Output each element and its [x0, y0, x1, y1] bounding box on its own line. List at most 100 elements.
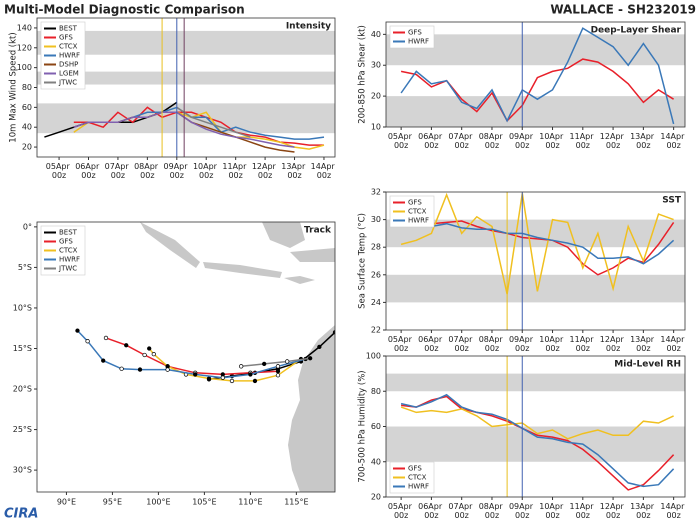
y-tick-label: 15°S: [13, 344, 32, 353]
x-tick-label: 10Apr 00z: [193, 162, 220, 180]
track-point: [85, 339, 90, 344]
x-tick-label: 07Apr 00z: [448, 132, 475, 150]
x-tick-label: 10Apr 00z: [539, 132, 566, 150]
logo: CIRA: [4, 507, 38, 522]
track-point: [137, 367, 143, 372]
y-axis-label: 700-500 hPa Humidity (%): [358, 370, 368, 482]
x-tick-label: 12Apr 00z: [600, 132, 627, 150]
band: [386, 34, 685, 66]
x-tick-label: 06Apr 00z: [418, 335, 445, 353]
y-tick-label: 140: [17, 23, 32, 32]
plot-area: [37, 222, 335, 492]
legend-label: GFS: [59, 34, 73, 42]
y-tick-label: 28: [371, 243, 381, 252]
x-tick-label: 05Apr 00z: [46, 162, 73, 180]
x-tick-label: 06Apr 00z: [418, 502, 445, 520]
track-point: [206, 376, 212, 381]
x-tick-label: 90°E: [57, 498, 76, 507]
y-tick-label: 40: [371, 30, 381, 39]
legend-label: JTWC: [58, 79, 77, 87]
y-tick-label: 30: [371, 215, 381, 224]
land-australia: [288, 325, 335, 492]
y-tick-label: 5°S: [18, 263, 32, 272]
legend-label: HWRF: [408, 483, 429, 491]
x-tick-label: 13Apr 00z: [630, 132, 657, 150]
x-tick-label: 06Apr 00z: [418, 132, 445, 150]
x-tick-label: 95°E: [103, 498, 122, 507]
track-point: [151, 352, 156, 357]
y-tick-label: 20: [371, 92, 381, 101]
x-tick-label: 05Apr 00z: [388, 132, 415, 150]
x-tick-label: 11Apr 00z: [570, 335, 597, 353]
series-line: [400, 406, 674, 440]
x-tick-label: 13Apr 00z: [630, 502, 657, 520]
y-tick-label: 20: [22, 143, 32, 152]
legend-label: GFS: [59, 238, 73, 246]
x-tick-label: 11Apr 00z: [570, 502, 597, 520]
series-line: [400, 214, 675, 265]
band: [386, 96, 685, 127]
legend-label: CTCX: [59, 247, 78, 255]
panel-title: Intensity: [286, 22, 331, 32]
y-tick-label: 20°S: [13, 385, 32, 394]
panel-title: Deep-Layer Shear: [591, 26, 682, 36]
x-tick-label: 115°E: [284, 498, 308, 507]
x-tick-label: 14Apr 00z: [660, 132, 687, 150]
track-point: [248, 372, 253, 377]
x-tick-label: 08Apr 00z: [134, 162, 161, 180]
track-point: [262, 361, 267, 367]
track-point: [124, 343, 129, 348]
legend-label: GFS: [408, 465, 422, 473]
series-line: [400, 192, 674, 295]
y-tick-label: 0°: [23, 222, 32, 231]
x-tick-label: 09Apr 00z: [509, 502, 536, 520]
track-point: [193, 372, 198, 377]
track-point: [275, 369, 281, 374]
track-point: [252, 378, 258, 384]
legend-label: HWRF: [59, 52, 80, 60]
y-tick-label: 30: [371, 61, 381, 70]
track-point: [239, 364, 244, 369]
plot-border: [36, 221, 336, 493]
y-axis-label: Sea Surface Temp (°C): [358, 213, 368, 309]
legend-label: DSHP: [59, 61, 78, 69]
legend-label: GFS: [408, 199, 422, 207]
storm-id: WALLACE - SH232019: [550, 3, 696, 17]
land-java: [203, 262, 282, 278]
y-axis-label: 200-850 hPa Shear (kt): [358, 25, 368, 124]
land-islands: [284, 276, 315, 284]
panel-title: SST: [662, 196, 682, 206]
x-tick-label: 110°E: [238, 498, 262, 507]
x-tick-label: 09Apr 00z: [509, 335, 536, 353]
y-tick-label: 120: [17, 43, 32, 52]
legend-label: JTWC: [58, 265, 77, 273]
x-tick-label: 13Apr 00z: [630, 335, 657, 353]
y-axis-label: 10m Max Wind Speed (kt): [9, 32, 19, 142]
x-tick-label: 10Apr 00z: [539, 335, 566, 353]
track-point: [165, 367, 170, 372]
page-title: Multi-Model Diagnostic Comparison: [4, 3, 245, 17]
x-tick-label: 12Apr 00z: [252, 162, 279, 180]
x-tick-label: 06Apr 00z: [75, 162, 102, 180]
legend-label: HWRF: [408, 38, 429, 46]
x-tick-label: 07Apr 00z: [105, 162, 132, 180]
land-sulawesi: [290, 248, 335, 262]
x-tick-label: 07Apr 00z: [448, 502, 475, 520]
series-line: [400, 27, 675, 125]
x-tick-label: 07Apr 00z: [448, 335, 475, 353]
y-tick-label: 32: [371, 188, 381, 197]
legend-label: BEST: [59, 229, 78, 237]
track-line: [105, 337, 279, 376]
plot-border: [385, 191, 686, 331]
legend-label: HWRF: [59, 256, 80, 264]
y-tick-label: 25°S: [13, 425, 32, 434]
band: [37, 30, 335, 55]
legend-label: CTCX: [408, 208, 427, 216]
y-tick-label: 40: [371, 457, 381, 466]
panel: 0° 5°S 10°S 15°S 20°S 25°S 30°S 90°E 95°E 100°E 10…: [13, 221, 336, 507]
